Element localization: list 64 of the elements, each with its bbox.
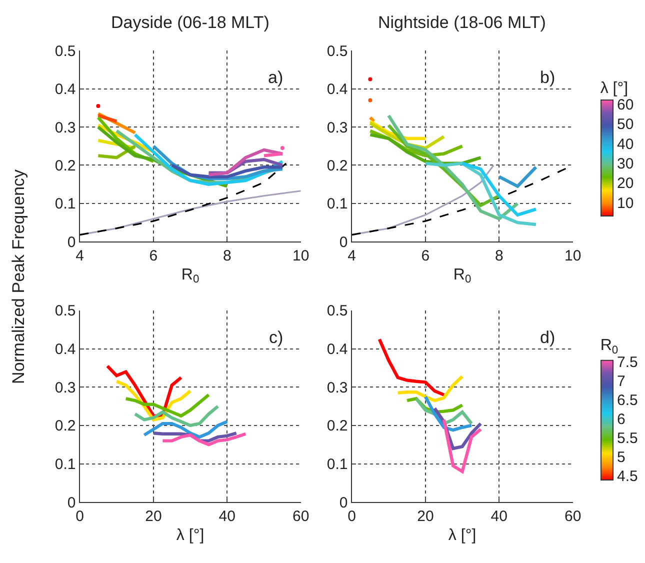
color-bar-label: 6.5 (617, 392, 638, 410)
color-bar-label: 5 (617, 449, 626, 466)
x-axis-title: R$_{0}$ (181, 266, 200, 286)
color-bar-label: 50 (617, 116, 634, 134)
color-bar-title: R$_{0}$ (600, 337, 618, 356)
x-tick-label: 40 (490, 508, 508, 526)
x-axis-title: λ [°] (176, 526, 204, 544)
y-tick-label: 0.5 (326, 302, 348, 320)
x-tick-label: 8 (494, 248, 504, 265)
y-tick-label: 0.1 (54, 456, 76, 474)
x-tick-label: 20 (417, 508, 434, 526)
color-bar-label: 4.5 (617, 468, 638, 486)
x-tick-label: 40 (218, 508, 236, 526)
y-tick-label: 0.5 (54, 302, 76, 320)
x-tick-label: 60 (292, 508, 310, 526)
y-tick-label: 0.5 (54, 42, 76, 60)
y-tick-label: 0 (67, 234, 76, 251)
y-tick-label: 0.4 (326, 81, 348, 98)
x-tick-label: 6 (421, 248, 430, 265)
chart-title: Nightside (18-06 MLT) (378, 13, 546, 32)
y-tick-label: 0.2 (326, 158, 348, 174)
y-axis-title: Normalized Peak Frequency (9, 168, 28, 384)
color-bar-label: 7 (617, 373, 626, 390)
x-axis-title: R$_{0}$ (453, 266, 472, 286)
x-tick-label: 60 (564, 508, 582, 526)
y-tick-label: 0.2 (54, 418, 76, 435)
x-tick-label: 6 (149, 248, 158, 265)
y-tick-label: 0.4 (54, 81, 76, 98)
x-axis-title: λ [°] (448, 526, 476, 544)
x-tick-label: 4 (76, 248, 84, 265)
color-bar-title: λ [°] (600, 80, 628, 97)
x-tick-label: 10 (564, 248, 582, 265)
y-tick-label: 0.4 (326, 341, 348, 358)
y-tick-label: 0.2 (54, 158, 76, 174)
y-tick-label: 0.1 (326, 196, 348, 213)
y-tick-label: 0.3 (54, 379, 76, 396)
color-bar-label: 10 (617, 194, 634, 212)
x-tick-label: 4 (348, 248, 356, 265)
y-tick-label: 0.4 (54, 341, 76, 358)
x-tick-label: 10 (292, 248, 310, 265)
x-tick-label: 20 (145, 508, 162, 526)
color-bar-label: 20 (617, 175, 634, 192)
color-bar-label: 40 (617, 136, 634, 153)
chart-title: Dayside (06-18 MLT) (111, 13, 270, 32)
annotation: a) (268, 68, 284, 87)
y-tick-label: 0 (67, 494, 76, 512)
color-bar-label: 6 (617, 411, 626, 428)
y-tick-label: 0.3 (326, 119, 348, 136)
y-tick-label: 0.1 (326, 456, 348, 474)
y-tick-label: 0.3 (54, 119, 76, 136)
y-tick-label: 0.5 (326, 42, 348, 60)
y-tick-label: 0.2 (326, 418, 348, 435)
y-tick-label: 0.1 (54, 196, 76, 213)
y-tick-label: 0 (339, 234, 348, 251)
color-bar-label: 60 (617, 96, 634, 114)
color-bar-label: 7.5 (617, 354, 638, 372)
annotation: c) (269, 328, 284, 347)
annotation: d) (540, 328, 556, 347)
color-bar-label: 5.5 (617, 430, 638, 448)
y-tick-label: 0 (339, 494, 348, 512)
x-tick-label: 8 (222, 248, 232, 265)
annotation: b) (540, 68, 556, 87)
color-bar-label: 30 (617, 156, 634, 173)
y-tick-label: 0.3 (326, 379, 348, 396)
